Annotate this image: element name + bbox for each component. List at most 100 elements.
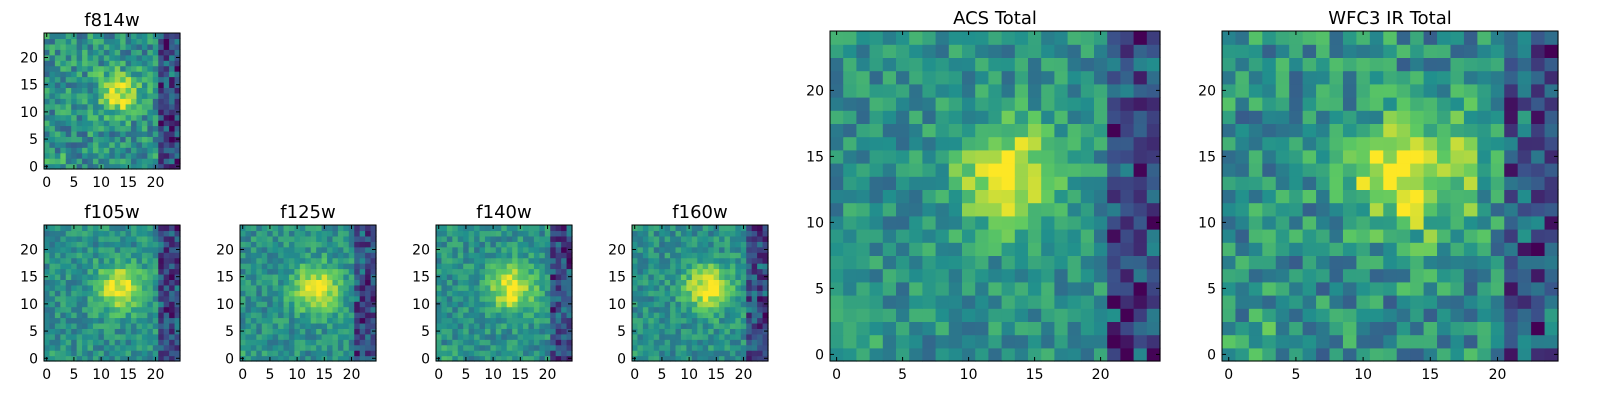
heatmap-cell — [76, 322, 83, 329]
heatmap-cell — [702, 235, 709, 242]
heatmap-cell — [869, 97, 884, 111]
heatmap-cell — [1302, 31, 1317, 45]
heatmap-cell — [305, 273, 312, 280]
heatmap-cell — [457, 284, 464, 291]
heatmap-cell — [147, 60, 154, 67]
heatmap-cell — [1054, 163, 1069, 177]
heatmap-cell — [131, 333, 138, 340]
heatmap-cell — [1544, 83, 1559, 98]
heatmap-cell — [1094, 176, 1108, 190]
heatmap-cell — [82, 125, 89, 132]
heatmap-cell — [1329, 149, 1344, 164]
heatmap-cell — [305, 312, 312, 319]
heatmap-cell — [856, 321, 871, 336]
heatmap-cell — [675, 263, 682, 270]
heatmap-cell — [283, 317, 290, 324]
heatmap-cell — [1041, 229, 1055, 243]
heatmap-cell — [713, 246, 720, 253]
heatmap-cell — [713, 279, 720, 286]
heatmap-cell — [740, 263, 747, 270]
heatmap-cell — [370, 268, 377, 275]
heatmap-cell — [1014, 83, 1029, 98]
heatmap-cell — [1423, 295, 1438, 309]
heatmap-cell — [922, 334, 937, 349]
heatmap-cell — [1067, 83, 1082, 98]
heatmap-cell — [697, 322, 704, 329]
heatmap-cell — [114, 71, 121, 78]
heatmap-cell — [512, 333, 519, 340]
heatmap-cell — [141, 230, 148, 237]
heatmap-cell — [441, 273, 448, 280]
heatmap-cell — [114, 54, 121, 61]
heatmap-cell — [44, 279, 51, 286]
heatmap-cell — [60, 344, 67, 351]
heatmap-cell — [120, 98, 127, 105]
heatmap-cell — [272, 350, 279, 357]
heatmap-cell — [1329, 163, 1344, 177]
heatmap-cell — [1262, 149, 1277, 164]
heatmap-cell — [457, 252, 464, 259]
heatmap-cell — [136, 65, 143, 72]
heatmap-cell — [1094, 268, 1108, 283]
heatmap-cell — [114, 284, 121, 291]
heatmap-cell — [495, 306, 502, 313]
heatmap-cell — [724, 328, 731, 335]
heatmap-cell — [141, 103, 148, 110]
heatmap-cell — [922, 321, 937, 336]
heatmap-cell — [1014, 57, 1029, 72]
heatmap-cell — [501, 301, 508, 308]
heatmap-cell — [120, 246, 127, 253]
heatmap-cell — [250, 333, 257, 340]
heatmap-cell — [935, 149, 950, 164]
x-tick-label: 20 — [147, 367, 165, 383]
heatmap-cell — [163, 136, 170, 143]
heatmap-cell — [54, 43, 61, 50]
heatmap-cell — [1477, 215, 1492, 230]
heatmap-cell — [136, 252, 143, 259]
heatmap-cell — [659, 350, 666, 357]
heatmap-cell — [316, 317, 323, 324]
panel-title: f105w — [84, 202, 139, 223]
heatmap-cell — [1463, 347, 1478, 362]
heatmap-cell — [283, 350, 290, 357]
heatmap-cell — [528, 328, 535, 335]
heatmap-cell — [1235, 242, 1250, 256]
heatmap-cell — [1369, 136, 1384, 151]
heatmap-cell — [896, 31, 910, 45]
heatmap-cell — [92, 71, 99, 78]
heatmap-cell — [436, 257, 443, 264]
heatmap-cell — [436, 263, 443, 270]
heatmap-cell — [843, 308, 857, 322]
x-tick-label: 5 — [265, 367, 274, 383]
heatmap-cell — [120, 54, 127, 61]
heatmap-cell — [316, 235, 323, 242]
heatmap-cell — [713, 317, 720, 324]
heatmap-cell — [484, 268, 491, 275]
heatmap-cell — [76, 158, 83, 165]
heatmap-cell — [103, 114, 110, 121]
heatmap-cell — [76, 235, 83, 242]
heatmap-cell — [746, 279, 753, 286]
heatmap-cell — [141, 344, 148, 351]
heatmap-cell — [141, 312, 148, 319]
heatmap-cell — [830, 149, 844, 164]
heatmap-cell — [757, 268, 764, 275]
heatmap-cell — [659, 312, 666, 319]
heatmap-cell — [98, 252, 105, 259]
heatmap-cell — [653, 241, 660, 248]
heatmap-cell — [751, 263, 758, 270]
heatmap-cell — [506, 317, 513, 324]
heatmap-cell — [92, 268, 99, 275]
heatmap-cell — [632, 241, 639, 248]
heatmap-cell — [174, 43, 181, 50]
heatmap-cell — [299, 225, 306, 232]
heatmap-cell — [648, 241, 655, 248]
heatmap-cell — [109, 152, 116, 159]
heatmap-cell — [1014, 31, 1029, 45]
heatmap-cell — [702, 306, 709, 313]
heatmap-cell — [740, 328, 747, 335]
heatmap-cell — [1133, 163, 1148, 177]
heatmap-cell — [729, 225, 736, 232]
heatmap-cell — [65, 252, 72, 259]
